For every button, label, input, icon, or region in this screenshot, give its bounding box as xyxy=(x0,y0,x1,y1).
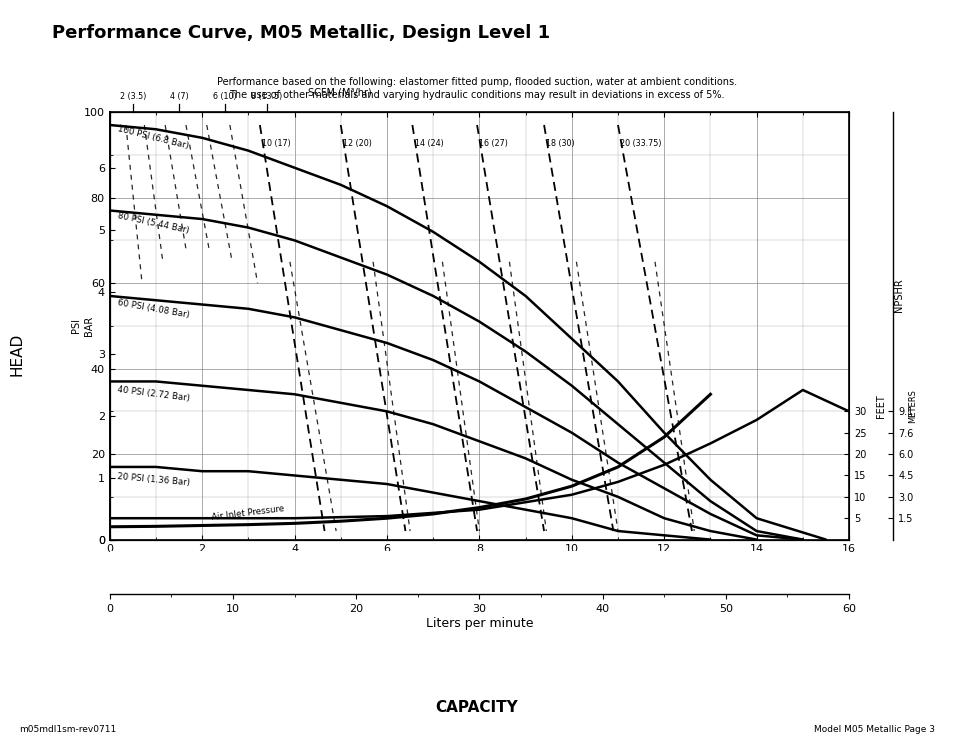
Text: 6 (10): 6 (10) xyxy=(213,92,236,102)
Text: Performance Curve, M05 Metallic, Design Level 1: Performance Curve, M05 Metallic, Design … xyxy=(52,24,550,41)
Text: 16 (27): 16 (27) xyxy=(478,139,508,148)
Text: 8 (13.5): 8 (13.5) xyxy=(251,92,282,102)
Text: 4 (7): 4 (7) xyxy=(170,92,188,102)
Text: 60 PSI (4.08 Bar): 60 PSI (4.08 Bar) xyxy=(116,298,190,320)
Text: HEAD: HEAD xyxy=(10,333,25,376)
Text: 10 (17): 10 (17) xyxy=(262,139,291,148)
Text: 14 (24): 14 (24) xyxy=(415,139,443,148)
Text: NPSHR: NPSHR xyxy=(893,278,902,312)
Text: CAPACITY: CAPACITY xyxy=(436,700,517,714)
X-axis label: Liters per minute: Liters per minute xyxy=(425,616,533,630)
Text: 18 (30): 18 (30) xyxy=(546,139,575,148)
Text: METERS: METERS xyxy=(907,389,917,423)
Text: 40 PSI (2.72 Bar): 40 PSI (2.72 Bar) xyxy=(116,385,190,403)
Text: 100 PSI (6.8 Bar): 100 PSI (6.8 Bar) xyxy=(116,125,190,151)
Text: m05mdl1sm-rev0711: m05mdl1sm-rev0711 xyxy=(19,725,116,734)
Text: Performance based on the following: elastomer fitted pump, flooded suction, wate: Performance based on the following: elas… xyxy=(216,77,737,87)
Text: FEET: FEET xyxy=(876,394,885,418)
Text: Model M05 Metallic Page 3: Model M05 Metallic Page 3 xyxy=(813,725,934,734)
Text: 12 (20): 12 (20) xyxy=(343,139,372,148)
Y-axis label: PSI: PSI xyxy=(71,318,81,334)
Text: 20 (33.75): 20 (33.75) xyxy=(619,139,661,148)
Text: Air Inlet Pressure: Air Inlet Pressure xyxy=(212,505,285,523)
Text: 80 PSI (5.44 Bar): 80 PSI (5.44 Bar) xyxy=(116,211,190,235)
X-axis label: U.S. Gallons per minute: U.S. Gallons per minute xyxy=(405,560,553,573)
Text: The use of other materials and varying hydraulic conditions may result in deviat: The use of other materials and varying h… xyxy=(229,90,724,100)
Text: 2 (3.5): 2 (3.5) xyxy=(119,92,146,102)
Text: 20 PSI (1.36 Bar): 20 PSI (1.36 Bar) xyxy=(116,472,190,487)
Text: SCFM (M³/hr): SCFM (M³/hr) xyxy=(308,87,372,97)
